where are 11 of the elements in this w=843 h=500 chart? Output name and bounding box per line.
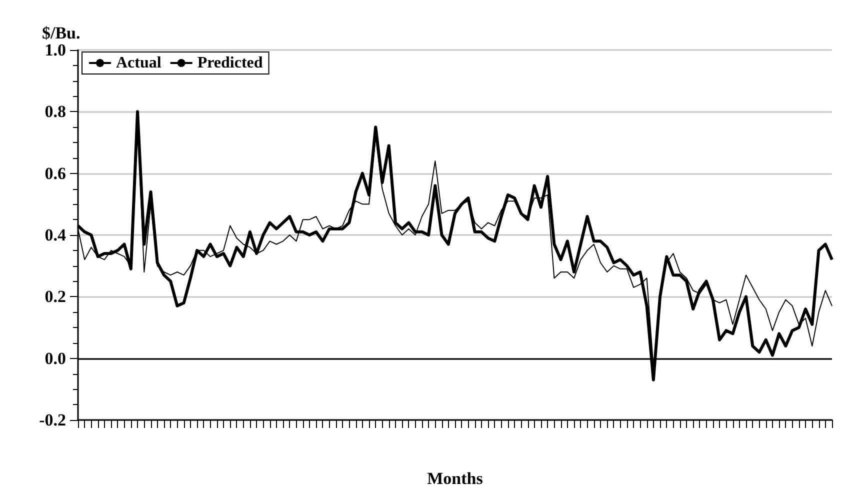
y-tick-label: 0.0: [44, 348, 66, 368]
legend-label: Actual: [116, 54, 162, 72]
legend-label: Predicted: [197, 54, 263, 72]
y-tick-label: 0.6: [44, 164, 66, 183]
y-tick-label: -0.2: [39, 410, 66, 430]
y-tick-label: 0.4: [44, 226, 66, 244]
y-tick-label: 0.2: [44, 287, 66, 306]
y-axis-title: $/Bu.: [42, 24, 80, 43]
x-axis-title: Months: [427, 469, 484, 488]
y-tick-label: 0.8: [44, 102, 66, 122]
y-tick-label: 1.0: [44, 40, 66, 60]
